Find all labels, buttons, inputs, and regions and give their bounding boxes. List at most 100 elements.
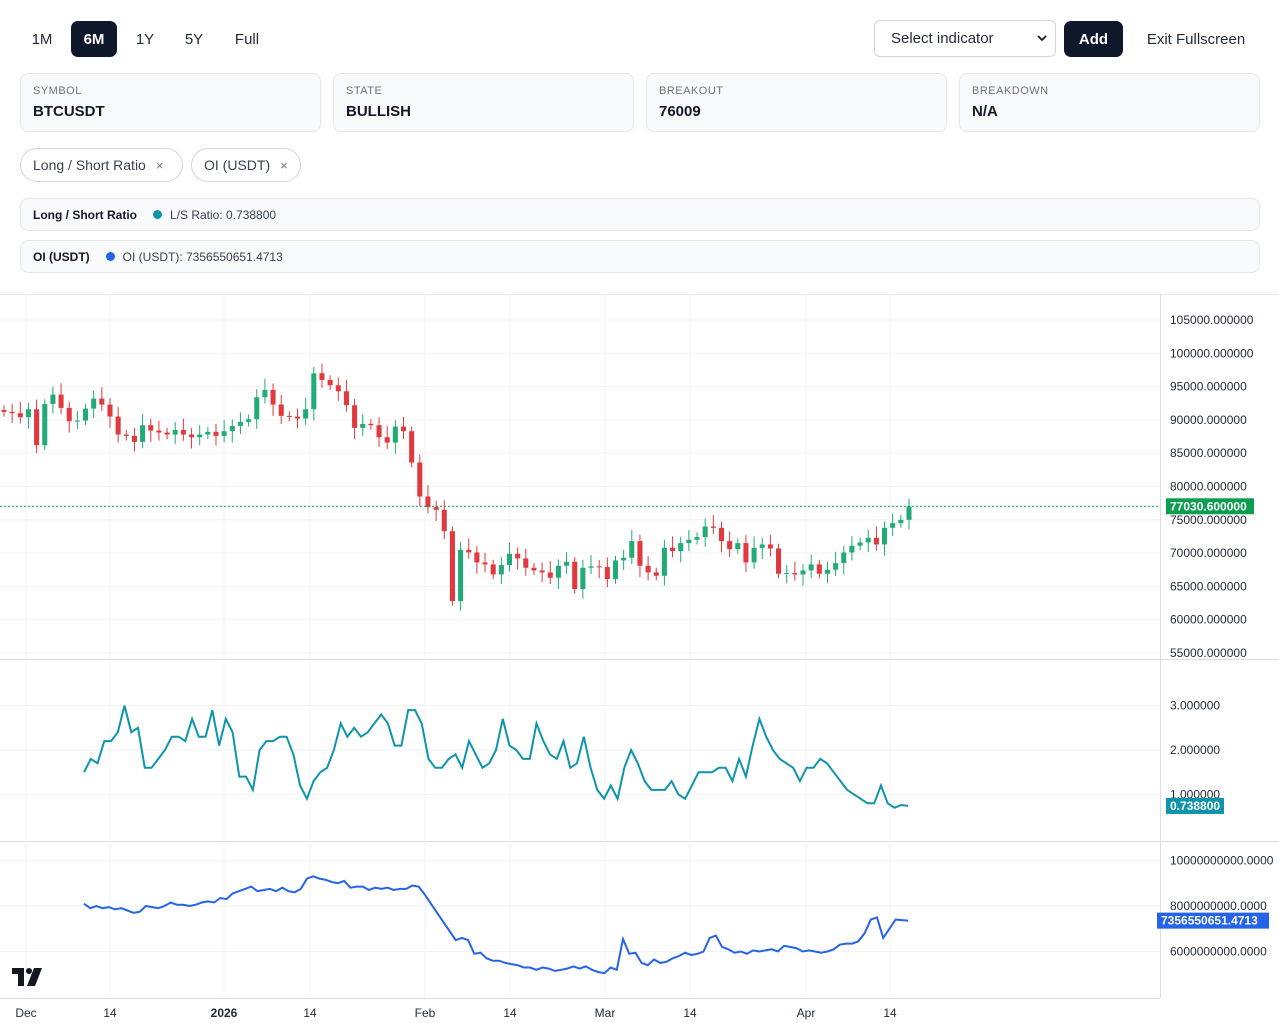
candle-body	[678, 543, 684, 552]
indicator-select-value: Select indicator	[891, 30, 994, 47]
candle-body	[409, 431, 415, 463]
time-tick-label: Feb	[415, 1006, 436, 1020]
candle-body	[50, 394, 56, 404]
series-dot-icon	[105, 252, 115, 261]
range-1y-button[interactable]: 1Y	[135, 30, 155, 48]
candle-body	[99, 398, 105, 405]
candle-body	[482, 562, 488, 565]
price-tick-label: 80000.000000	[1170, 480, 1247, 494]
price-tick-label: 100000.000000	[1170, 346, 1254, 360]
candle-body	[327, 379, 333, 386]
candle-body	[254, 397, 260, 420]
breakout-label: BREAKOUT	[659, 85, 724, 97]
candle-body	[857, 542, 863, 546]
legend-value: L/S Ratio: 0.738800	[170, 207, 277, 222]
candle-body	[91, 398, 97, 409]
candle-body	[205, 431, 211, 435]
candle-body	[686, 539, 692, 544]
candle-body	[172, 429, 178, 435]
candle-body	[767, 544, 773, 549]
candle-body	[1, 409, 7, 412]
chip-oi-usdt: OI (USDT) ×	[191, 148, 301, 182]
ls-last-label: 0.738800	[1170, 799, 1220, 813]
candle-body	[458, 549, 464, 602]
candle-body	[873, 537, 879, 545]
candle-body	[25, 409, 31, 418]
breakdown-card: BREAKDOWN N/A	[959, 73, 1260, 132]
legend-name: OI (USDT)	[33, 249, 90, 264]
candle-body	[335, 385, 341, 392]
candle-body	[816, 564, 822, 574]
candle-body	[156, 430, 162, 433]
candle-body	[42, 403, 48, 446]
candle-body	[311, 373, 317, 410]
candle-body	[841, 552, 847, 564]
range-5y-button[interactable]: 5Y	[184, 30, 204, 48]
ls-tick-label: 2.000000	[1170, 743, 1220, 757]
indicator-select[interactable]: Select indicator	[874, 20, 1056, 57]
legend-name: Long / Short Ratio	[33, 207, 137, 222]
range-full-button[interactable]: Full	[234, 30, 260, 48]
candle-body	[262, 389, 268, 398]
state-value: BULLISH	[346, 103, 411, 120]
candle-body	[694, 537, 700, 540]
candle-body	[792, 573, 798, 575]
candle-body	[246, 419, 252, 422]
time-tick-label: Mar	[595, 1006, 616, 1020]
candle-body	[531, 567, 537, 571]
candle-body	[800, 570, 806, 575]
candle-body	[490, 564, 496, 575]
candle-body	[645, 565, 651, 573]
time-tick-label: 14	[503, 1006, 517, 1020]
candle-body	[360, 423, 366, 428]
legend-long-short-ratio: Long / Short Ratio L/S Ratio: 0.738800	[20, 198, 1260, 231]
candle-body	[400, 426, 407, 432]
candle-body	[140, 425, 146, 442]
close-icon[interactable]: ×	[155, 157, 164, 173]
candle-body	[661, 547, 667, 576]
close-icon[interactable]: ×	[280, 157, 288, 173]
chevron-down-icon	[1037, 35, 1047, 42]
add-indicator-button[interactable]: Add	[1064, 21, 1123, 57]
range-1m-button[interactable]: 1M	[31, 30, 53, 48]
candle-body	[343, 391, 349, 406]
price-tick-label: 65000.000000	[1170, 579, 1247, 593]
candle-body	[319, 373, 325, 380]
time-tick-label: Apr	[797, 1006, 816, 1020]
price-tick-label: 85000.000000	[1170, 446, 1247, 460]
candle-body	[368, 423, 374, 426]
candle-body	[637, 541, 643, 566]
candle-body	[148, 425, 154, 431]
oi-tick-label: 6000000000.0000	[1170, 945, 1267, 959]
candle-body	[506, 553, 513, 566]
candle-body	[66, 407, 72, 422]
symbol-value: BTCUSDT	[33, 103, 105, 120]
candle-body	[474, 552, 480, 563]
range-6m-button[interactable]: 6M	[71, 21, 117, 57]
candle-body	[392, 426, 398, 443]
price-tick-label: 60000.000000	[1170, 613, 1247, 627]
candle-body	[621, 557, 627, 561]
oi-last-label: 7356550651.4713	[1161, 914, 1258, 928]
candle-body	[882, 527, 888, 545]
candle-body	[9, 411, 15, 414]
tradingview-logo-icon	[12, 968, 42, 986]
time-tick-label: 14	[103, 1006, 117, 1020]
legend-value: OI (USDT): 7356550651.4713	[122, 249, 283, 264]
legend-oi-usdt: OI (USDT) OI (USDT): 7356550651.4713	[20, 240, 1260, 273]
candle-body	[865, 537, 871, 543]
ls-tick-label: 1.000000	[1170, 787, 1220, 801]
candle-body	[784, 573, 790, 575]
candle-body	[580, 567, 586, 590]
candle-body	[213, 431, 219, 436]
price-chart[interactable]: Dec 14 2026 14 Feb 14 Mar 14 Apr 14 105000.000000 1…	[0, 294, 1279, 1023]
state-label: STATE	[346, 85, 383, 97]
candle-body	[735, 543, 741, 550]
candle-body	[17, 413, 23, 418]
candle-body	[727, 541, 733, 550]
candle-body	[433, 507, 439, 510]
candle-body	[107, 404, 113, 417]
exit-fullscreen-button[interactable]: Exit Fullscreen	[1146, 30, 1246, 48]
candle-body	[743, 543, 749, 563]
candle-body	[376, 425, 382, 438]
